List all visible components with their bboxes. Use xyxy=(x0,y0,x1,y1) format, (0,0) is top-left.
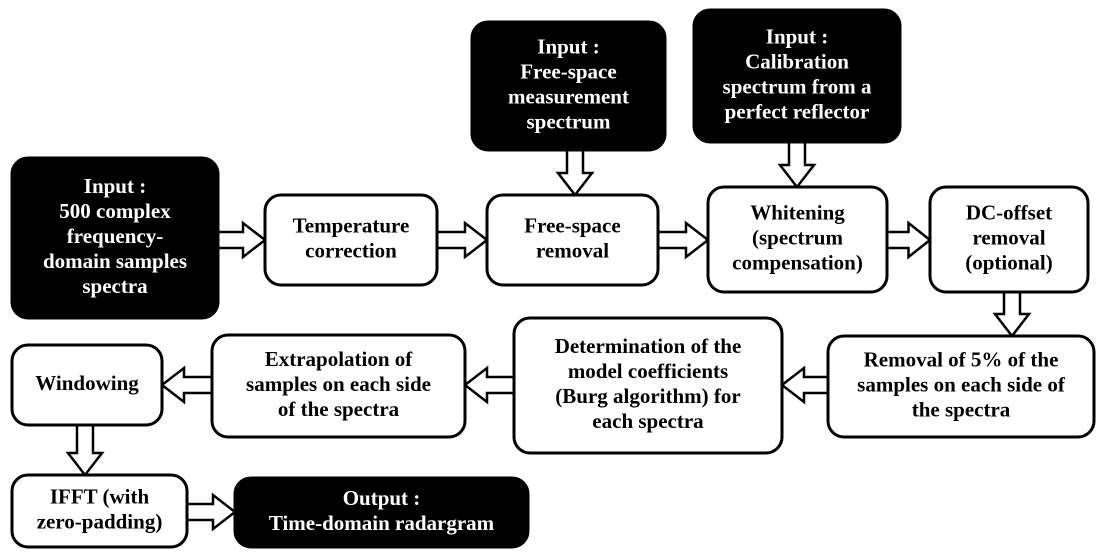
node-box xyxy=(692,8,902,144)
arrow xyxy=(779,365,830,405)
node-label: (optional) xyxy=(965,250,1053,274)
node-label: Free-space xyxy=(524,213,620,237)
node-label: frequency- xyxy=(67,224,163,248)
arrow xyxy=(777,140,817,190)
arrow xyxy=(992,290,1032,339)
node-label: removal xyxy=(972,225,1045,249)
node-label: spectrum from a xyxy=(723,74,872,98)
node-label: 500 complex xyxy=(59,199,171,223)
node-label: samples on each side xyxy=(246,372,431,396)
node-label: Input : xyxy=(766,24,828,48)
node-label: spectra xyxy=(82,274,148,298)
node-label: (Burg algorithm) for xyxy=(555,384,740,408)
node-box xyxy=(512,316,784,455)
node-box xyxy=(233,476,530,549)
node-label: the spectra xyxy=(912,397,1011,421)
arrow xyxy=(462,365,516,405)
node-box xyxy=(10,473,189,549)
arrow xyxy=(555,148,595,198)
arrow xyxy=(65,423,105,478)
node-label: samples on each side of xyxy=(857,372,1066,396)
arrow xyxy=(656,220,711,260)
node-label: Time-domain radargram xyxy=(269,511,495,535)
node-label: each spectra xyxy=(592,409,704,433)
node-label: IFFT (with xyxy=(50,484,150,508)
arrow xyxy=(159,365,214,405)
node-label: spectrum xyxy=(527,109,611,133)
node-label: Temperature xyxy=(293,213,410,237)
node-box xyxy=(485,193,660,287)
node-box xyxy=(10,343,164,427)
node-label: Whitening xyxy=(750,200,845,224)
node-label: measurement xyxy=(508,84,629,108)
node-label: domain samples xyxy=(43,249,187,273)
node-label: Output : xyxy=(343,486,421,510)
node-label: Windowing xyxy=(35,371,139,395)
node-label: of the spectra xyxy=(278,397,400,421)
node-box xyxy=(928,185,1090,294)
node-label: Removal of 5% of the xyxy=(864,347,1059,371)
node-label: Free-space xyxy=(520,59,616,83)
node-box xyxy=(826,334,1096,439)
node-label: model coefficients xyxy=(568,359,728,383)
node-label: Extrapolation of xyxy=(265,347,414,371)
node-box xyxy=(706,185,889,294)
arrow xyxy=(216,220,268,260)
node-label: Calibration xyxy=(745,49,849,73)
node-label: DC-offset xyxy=(966,200,1052,224)
arrow xyxy=(185,492,238,532)
node-box xyxy=(210,333,467,439)
arrow xyxy=(885,220,933,260)
node-label: correction xyxy=(305,238,397,262)
node-label: Input : xyxy=(537,34,599,58)
node-label: Input : xyxy=(84,174,146,198)
node-box xyxy=(10,156,220,320)
node-label: removal xyxy=(536,238,609,262)
node-label: perfect reflector xyxy=(725,99,870,123)
node-label: (spectrum xyxy=(752,225,843,249)
node-box xyxy=(263,193,439,287)
node-label: compensation) xyxy=(732,250,863,274)
node-box xyxy=(470,20,667,152)
arrow xyxy=(435,220,490,260)
node-label: Determination of the xyxy=(555,334,742,358)
node-label: zero-padding) xyxy=(37,509,163,533)
